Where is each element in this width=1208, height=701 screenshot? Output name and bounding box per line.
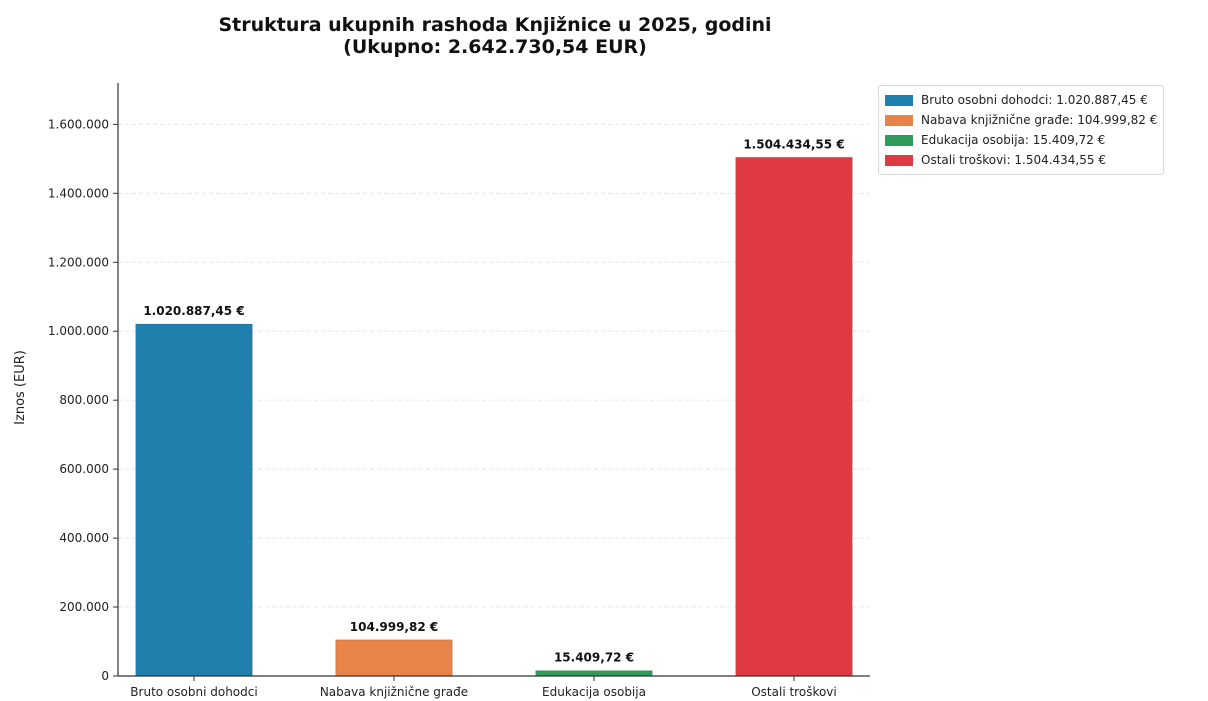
y-tick-label: 800.000 — [59, 393, 109, 407]
legend-label: Nabava knjižnične građe: 104.999,82 € — [921, 113, 1158, 127]
bar — [335, 639, 453, 677]
legend-swatch — [885, 114, 913, 126]
x-tick-label: Ostali troškovi — [751, 685, 837, 699]
y-tick-label: 1.000.000 — [48, 324, 109, 338]
y-tick-label: 1.600.000 — [48, 117, 109, 131]
x-tick-labels: Bruto osobni dohodci Nabava knjižnične gr… — [130, 685, 836, 699]
x-tick-label: Edukacija osobija — [542, 685, 646, 699]
legend: Bruto osobni dohodci: 1.020.887,45 € Naba… — [878, 85, 1165, 175]
bar — [135, 323, 253, 677]
chart-title: Struktura ukupnih rashoda Knjižnice u 20… — [0, 14, 990, 58]
bars — [135, 156, 853, 677]
legend-label: Edukacija osobija: 15.409,72 € — [921, 133, 1106, 147]
y-tick-label: 200.000 — [59, 600, 109, 614]
legend-label: Ostali troškovi: 1.504.434,55 € — [921, 153, 1106, 167]
y-tick-label: 600.000 — [59, 462, 109, 476]
legend-item: Edukacija osobija: 15.409,72 € — [885, 130, 1157, 150]
y-tick-labels: 0 200.000 400.000 600.000 800.000 1.000.000 1.… — [48, 117, 109, 683]
axes — [113, 83, 870, 681]
bar — [735, 156, 853, 677]
y-tick-label: 1.400.000 — [48, 186, 109, 200]
legend-item: Bruto osobni dohodci: 1.020.887,45 € — [885, 90, 1157, 110]
legend-label: Bruto osobni dohodci: 1.020.887,45 € — [921, 93, 1148, 107]
legend-item: Ostali troškovi: 1.504.434,55 € — [885, 150, 1157, 170]
data-label: 1.020.887,45 € — [143, 304, 244, 318]
chart-subtitle-line: (Ukupno: 2.642.730,54 EUR) — [343, 36, 647, 58]
legend-swatch — [885, 94, 913, 106]
bar — [535, 670, 653, 677]
y-tick-label: 400.000 — [59, 531, 109, 545]
x-tick-label: Nabava knjižnične građe — [320, 685, 468, 699]
legend-swatch — [885, 134, 913, 146]
data-label: 104.999,82 € — [350, 620, 438, 634]
y-tick-label: 1.200.000 — [48, 255, 109, 269]
x-tick-label: Bruto osobni dohodci — [130, 685, 257, 699]
y-tick-label: 0 — [101, 669, 109, 683]
y-axis-label: Iznos (EUR) — [13, 350, 28, 425]
legend-swatch — [885, 154, 913, 166]
legend-item: Nabava knjižnične građe: 104.999,82 € — [885, 110, 1157, 130]
data-label: 15.409,72 € — [554, 651, 634, 665]
data-labels: 1.020.887,45 € 104.999,82 € 15.409,72 € 1.5… — [143, 137, 844, 664]
chart-title-line: Struktura ukupnih rashoda Knjižnice u 20… — [218, 14, 772, 36]
data-label: 1.504.434,55 € — [743, 137, 844, 151]
